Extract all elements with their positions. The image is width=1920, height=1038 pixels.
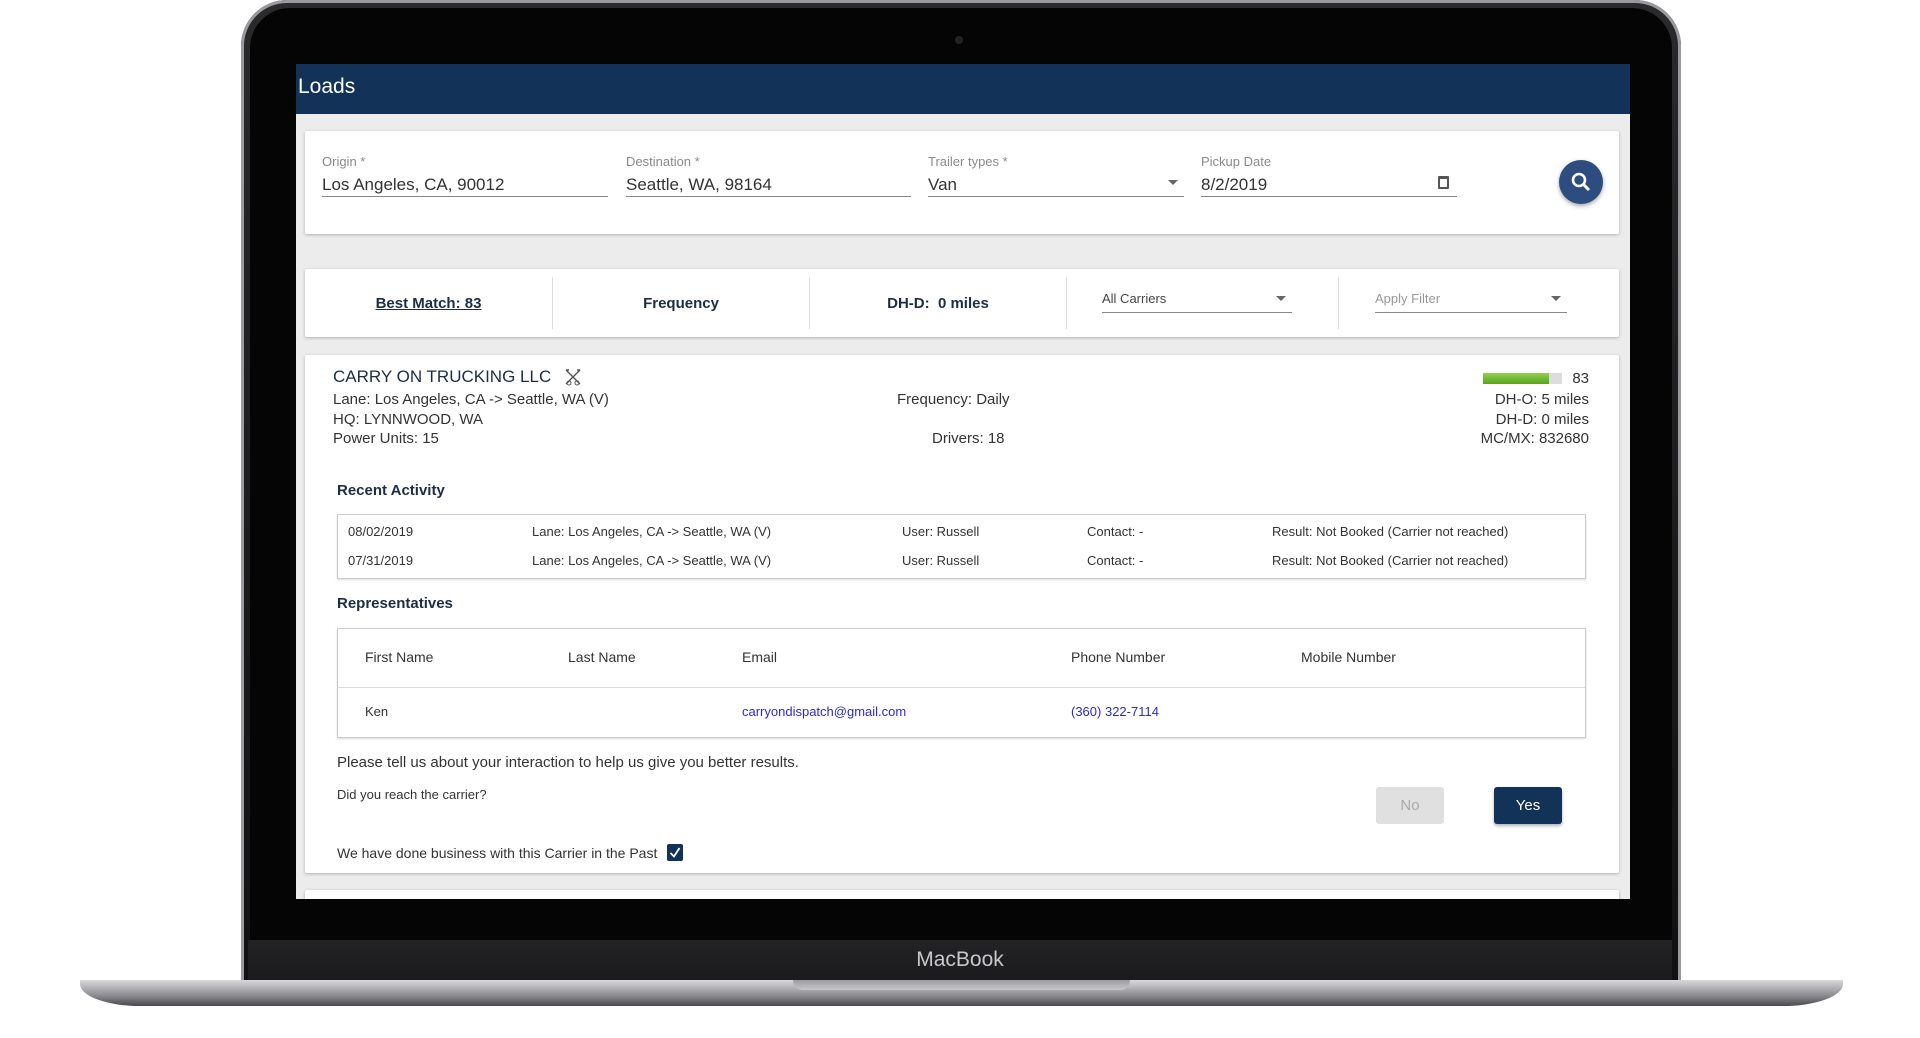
activity-date: 07/31/2019 — [348, 553, 414, 568]
match-score-bar — [1483, 373, 1562, 384]
table-row: Ken carryondispatch@gmail.com (360) 322-… — [338, 689, 1585, 737]
column-header: Email — [742, 649, 778, 665]
search-icon — [1571, 172, 1591, 192]
laptop-chin — [248, 940, 1672, 984]
origin-value: Los Angeles, CA, 90012 — [322, 175, 505, 194]
match-score-fill — [1483, 373, 1549, 384]
chevron-down-icon — [1168, 180, 1178, 185]
carrier-hq: HQ: LYNNWOOD, WA — [333, 411, 483, 428]
carrier-mc: MC/MX: 832680 — [1480, 430, 1589, 447]
recent-activity-table: 08/02/2019 Lane: Los Angeles, CA -> Seat… — [337, 514, 1586, 579]
column-header: Mobile Number — [1301, 649, 1396, 665]
app-header: Loads — [296, 64, 1630, 114]
app-screen: Loads Origin * Los Angeles, CA, 90012 Des… — [296, 64, 1630, 899]
activity-contact: Contact: - — [1087, 553, 1144, 568]
pickup-label: Pickup Date — [1201, 154, 1272, 169]
trailer-value: Van — [928, 175, 957, 194]
origin-field[interactable]: Origin * Los Angeles, CA, 90012 — [322, 154, 608, 197]
calendar-icon[interactable] — [1438, 176, 1449, 189]
laptop-notch — [793, 980, 1130, 990]
destination-label: Destination * — [626, 154, 700, 169]
destination-field[interactable]: Destination * Seattle, WA, 98164 — [626, 154, 911, 197]
activity-date: 08/02/2019 — [348, 524, 414, 539]
rep-email-link[interactable]: carryondispatch@gmail.com — [742, 704, 907, 719]
activity-lane: Lane: Los Angeles, CA -> Seattle, WA (V) — [532, 553, 772, 568]
carrier-frequency: Frequency: Daily — [897, 391, 1010, 408]
activity-lane: Lane: Los Angeles, CA -> Seattle, WA (V) — [532, 524, 772, 539]
pickup-value: 8/2/2019 — [1201, 175, 1268, 194]
apply-filter-select[interactable]: Apply Filter — [1375, 287, 1567, 313]
carrier-dho: DH-O: 5 miles — [1494, 391, 1589, 408]
no-button[interactable]: No — [1376, 787, 1444, 824]
destination-value: Seattle, WA, 98164 — [626, 175, 772, 194]
activity-result: Result: Not Booked (Carrier not reached) — [1272, 553, 1509, 568]
recent-activity-heading: Recent Activity — [337, 482, 445, 499]
checkmark-icon — [669, 847, 681, 858]
yes-button[interactable]: Yes — [1494, 787, 1562, 824]
trailer-label: Trailer types * — [928, 154, 1008, 169]
match-score: 83 — [1572, 370, 1589, 387]
divider — [552, 277, 553, 329]
origin-label: Origin * — [322, 154, 366, 169]
carriers-value: All Carriers — [1102, 291, 1167, 306]
next-carrier-card — [305, 890, 1619, 899]
search-card: Origin * Los Angeles, CA, 90012 Destinati… — [305, 131, 1619, 234]
past-business-checkbox[interactable] — [667, 844, 683, 861]
apply-filter-value: Apply Filter — [1375, 291, 1441, 306]
carrier-power-units: Power Units: 15 — [333, 430, 439, 447]
rep-first-name: Ken — [365, 704, 389, 719]
rep-phone-link[interactable]: (360) 322-7114 — [1071, 704, 1159, 719]
carrier-drivers: Drivers: 18 — [932, 430, 1005, 447]
representatives-heading: Representatives — [337, 595, 453, 612]
column-header: Phone Number — [1071, 649, 1166, 665]
camera — [955, 36, 963, 44]
column-header: Last Name — [568, 649, 636, 665]
representatives-table: First Name Last Name Email Phone Number … — [337, 628, 1586, 738]
carrier-name[interactable]: CARRY ON TRUCKING LLC — [333, 367, 552, 386]
page-title: Loads — [298, 75, 356, 98]
table-header-row: First Name Last Name Email Phone Number … — [338, 629, 1585, 688]
carriers-select[interactable]: All Carriers — [1102, 287, 1292, 313]
filter-bar: Best Match: 83 Frequency DH-D: 0 miles A… — [305, 269, 1619, 337]
activity-user: User: Russell — [902, 524, 980, 539]
pickup-date-field[interactable]: Pickup Date 8/2/2019 — [1201, 154, 1457, 197]
device-brand: MacBook — [916, 948, 1004, 971]
best-match-sort[interactable]: Best Match: 83 — [375, 294, 482, 312]
carrier-dhd: DH-D: 0 miles — [1495, 411, 1589, 428]
divider — [1338, 277, 1339, 329]
activity-contact: Contact: - — [1087, 524, 1144, 539]
divider — [1066, 277, 1067, 329]
activity-result: Result: Not Booked (Carrier not reached) — [1272, 524, 1509, 539]
carrier-card: CARRY ON TRUCKING LLC Lane: Los Angeles,… — [305, 355, 1619, 873]
reach-question: Did you reach the carrier? — [337, 787, 487, 802]
search-button[interactable] — [1559, 160, 1603, 204]
past-business-label: We have done business with this Carrier … — [337, 845, 658, 861]
chevron-down-icon — [1551, 296, 1561, 301]
activity-row: 07/31/2019 Lane: Los Angeles, CA -> Seat… — [338, 553, 1585, 571]
carrier-lane: Lane: Los Angeles, CA -> Seattle, WA (V) — [333, 391, 609, 408]
activity-row: 08/02/2019 Lane: Los Angeles, CA -> Seat… — [338, 524, 1585, 542]
feedback-prompt: Please tell us about your interaction to… — [337, 754, 799, 771]
chevron-down-icon — [1276, 296, 1286, 301]
column-header: First Name — [365, 649, 434, 665]
divider — [809, 277, 810, 329]
trailer-type-select[interactable]: Trailer types * Van — [928, 154, 1184, 197]
handshake-icon — [565, 369, 581, 386]
dhd-sort[interactable]: DH-D: 0 miles — [887, 294, 989, 312]
frequency-sort[interactable]: Frequency — [643, 294, 719, 312]
activity-user: User: Russell — [902, 553, 980, 568]
